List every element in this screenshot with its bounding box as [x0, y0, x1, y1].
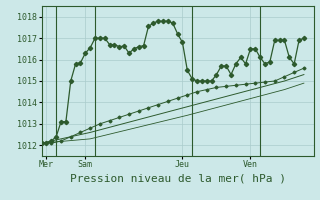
X-axis label: Pression niveau de la mer( hPa ): Pression niveau de la mer( hPa ) [70, 173, 286, 183]
